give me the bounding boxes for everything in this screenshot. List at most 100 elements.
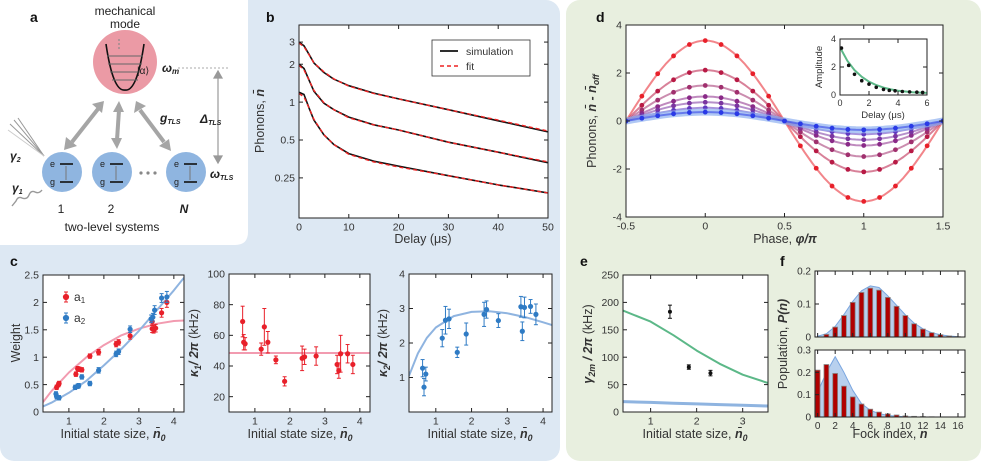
series-line xyxy=(623,400,768,408)
x-tick-label: 1 xyxy=(861,221,867,233)
y-tick-label: 4 xyxy=(616,20,622,32)
y-tick-label: 50 xyxy=(607,379,619,391)
panel-label-a: a xyxy=(30,9,38,25)
data-point xyxy=(915,90,919,94)
y-tick-label: 100 xyxy=(601,352,619,364)
ground-label: g xyxy=(50,177,55,187)
data-point xyxy=(350,354,356,375)
panel-label-d: d xyxy=(596,9,605,25)
data-point xyxy=(76,383,82,389)
data-point xyxy=(718,100,724,106)
tls-transition-arrows-icon xyxy=(65,166,191,180)
data-point xyxy=(766,93,772,99)
series-line xyxy=(623,309,768,384)
x-tick-label: 3 xyxy=(322,416,328,428)
marker xyxy=(96,367,102,373)
x-tick-label: 3 xyxy=(136,416,142,428)
tls-circles xyxy=(42,152,206,192)
data-point xyxy=(908,132,914,138)
marker xyxy=(423,371,429,377)
data-point xyxy=(463,322,469,346)
y-tick-label: 0.2 xyxy=(797,368,811,379)
data-point xyxy=(877,166,882,172)
y-tick-label: 20 xyxy=(213,391,225,403)
plot-marks xyxy=(626,38,943,204)
marker xyxy=(56,395,62,401)
y-tick-label: 0 xyxy=(805,413,811,424)
marker xyxy=(708,371,713,376)
y-axis-label-part: / 2π xyxy=(581,337,595,364)
data-point xyxy=(797,134,803,140)
axes-frame xyxy=(298,24,549,219)
legend-a2-label: a2 xyxy=(74,311,86,326)
plot-area xyxy=(409,274,552,412)
series-line-fit xyxy=(299,42,548,132)
x-tick-label: 30 xyxy=(443,222,455,234)
data-point xyxy=(687,95,692,101)
data-point xyxy=(301,348,308,365)
axes-frame xyxy=(622,274,769,413)
data-point xyxy=(766,115,772,121)
data-point xyxy=(829,125,835,131)
data-point xyxy=(877,141,882,147)
series-line-fit xyxy=(299,92,548,194)
y-axis-label-part: Population, xyxy=(776,323,790,389)
series-line xyxy=(840,46,927,94)
data-point xyxy=(845,141,851,147)
data-point xyxy=(671,77,676,83)
marker xyxy=(159,310,165,316)
x-axis-label-part: Initial state size, xyxy=(61,427,153,441)
data-point xyxy=(887,88,892,93)
g-tls-label: gTLS xyxy=(159,111,181,126)
marker xyxy=(686,365,691,370)
y-axis-label-part: P(n) xyxy=(776,299,790,323)
data-point xyxy=(908,165,914,171)
data-point xyxy=(874,85,879,90)
bar xyxy=(849,301,856,337)
marker xyxy=(282,378,288,384)
mode-title: mechanical xyxy=(95,4,156,18)
data-point xyxy=(766,107,772,113)
data-point xyxy=(671,98,676,104)
data-point xyxy=(667,304,672,319)
marker xyxy=(242,341,248,347)
marker xyxy=(483,306,490,313)
panel-label-c: c xyxy=(10,253,18,269)
data-point xyxy=(79,374,85,380)
x-axis-label-part: Initial state size, xyxy=(428,427,520,441)
x-tick-label: 2 xyxy=(694,416,700,428)
y-tick-label: 2 xyxy=(831,62,836,72)
bar xyxy=(876,289,882,337)
y-tick-label: 0.5 xyxy=(24,379,39,391)
y-tick-label: 0.1 xyxy=(797,390,811,401)
coherent-state-label: |α⟩ xyxy=(137,66,149,77)
y-axis-label: Population, P(n) xyxy=(776,299,790,389)
data-point xyxy=(782,118,787,124)
marker xyxy=(527,303,534,310)
ground-label: g xyxy=(100,177,105,187)
y-tick-label: 150 xyxy=(601,324,619,336)
x-axis-label-part: n̄ xyxy=(153,427,161,441)
marker xyxy=(79,367,85,373)
y-tick-label: 0 xyxy=(831,90,836,100)
x-tick-label: 10 xyxy=(900,421,912,432)
marker xyxy=(421,384,427,390)
tls-index-1: 1 xyxy=(58,202,65,216)
y-axis-label: Weight xyxy=(9,323,23,362)
x-axis-label-part: 0 xyxy=(743,433,748,443)
plot-area xyxy=(229,274,370,412)
data-point xyxy=(655,71,661,77)
data-point xyxy=(813,132,819,138)
y-tick-label: 4 xyxy=(831,34,836,44)
marker xyxy=(258,346,264,352)
data-point xyxy=(687,42,692,47)
data-point xyxy=(829,138,835,144)
y-tick-label: 0.1 xyxy=(797,300,811,311)
x-axis-label-part: Initial state size, xyxy=(248,427,340,441)
y-tick-label: 0.25 xyxy=(275,173,296,185)
plot-area xyxy=(840,39,927,95)
data-point xyxy=(813,165,819,171)
legend-c: a1 a2 xyxy=(62,290,86,326)
